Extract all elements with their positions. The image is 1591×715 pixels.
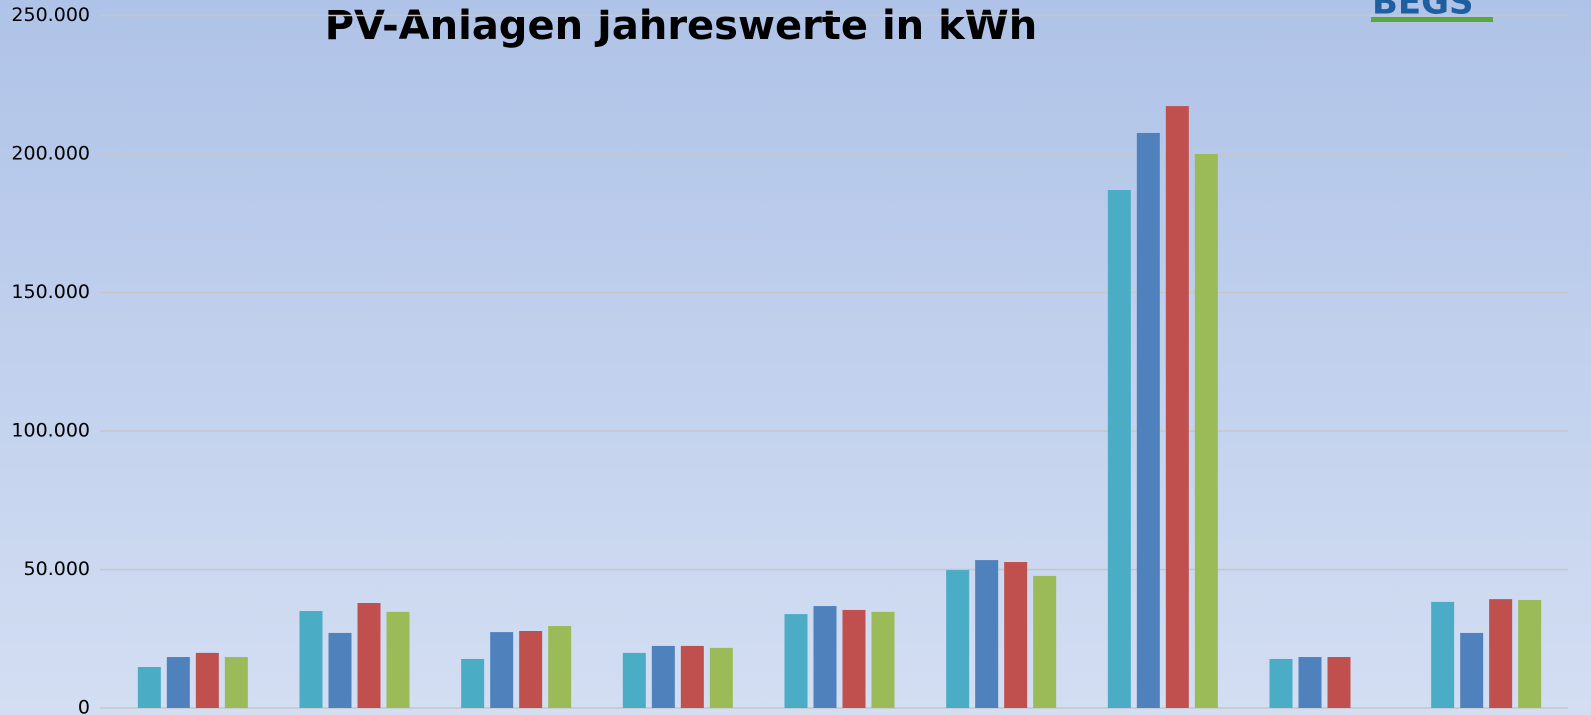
y-tick-label: 0 (78, 697, 90, 715)
bar (784, 614, 808, 708)
bar (1327, 657, 1351, 708)
y-tick-label: 250.000 (11, 4, 90, 26)
bar (1298, 657, 1322, 708)
bar (842, 609, 866, 708)
bar (299, 611, 323, 708)
logo-bar (1371, 17, 1493, 22)
bar (975, 560, 999, 708)
bar (1004, 562, 1028, 708)
bar (1518, 599, 1542, 708)
bar (519, 630, 543, 708)
bar (680, 645, 704, 708)
bar (224, 657, 248, 708)
chart-title: PV-Anlagen Jahreswerte in kWh (325, 3, 1038, 49)
bar (490, 632, 514, 708)
bar (946, 570, 970, 708)
bar (137, 667, 161, 708)
bar (1165, 106, 1189, 709)
bar (651, 645, 675, 708)
bar (1489, 599, 1513, 708)
bar (1431, 601, 1455, 708)
bar (461, 658, 485, 708)
bar (357, 603, 381, 708)
bar (548, 626, 572, 708)
bar (1460, 632, 1484, 708)
bar (1107, 190, 1131, 708)
bar (813, 606, 837, 708)
bar (166, 657, 190, 708)
bar (1194, 154, 1218, 708)
bar (386, 611, 410, 708)
bar (195, 652, 219, 708)
y-tick-label: 50.000 (24, 558, 90, 580)
bar (622, 652, 646, 708)
y-tick-label: 200.000 (11, 143, 90, 165)
y-tick-label: 100.000 (11, 420, 90, 442)
bar (1136, 132, 1160, 708)
bar (328, 632, 352, 708)
bar (871, 611, 895, 708)
bar (1269, 658, 1293, 708)
bar (709, 647, 733, 708)
logo: BEGS (1372, 0, 1474, 23)
bar (1033, 575, 1057, 708)
y-tick-label: 150.000 (11, 281, 90, 303)
